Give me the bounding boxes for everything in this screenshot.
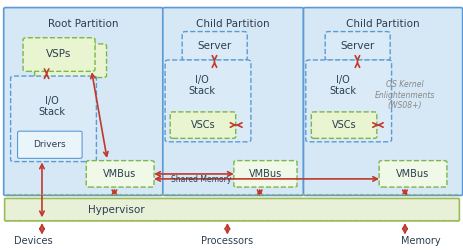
FancyBboxPatch shape [23, 38, 95, 71]
Text: Child Partition: Child Partition [345, 19, 419, 29]
FancyBboxPatch shape [305, 60, 391, 142]
Text: OS Kernel
Enlightenments
(WS08+): OS Kernel Enlightenments (WS08+) [374, 80, 434, 110]
Text: VSPs: VSPs [46, 49, 72, 59]
FancyBboxPatch shape [5, 198, 458, 221]
FancyBboxPatch shape [325, 32, 389, 60]
FancyBboxPatch shape [233, 160, 296, 187]
FancyBboxPatch shape [18, 131, 82, 158]
Text: Child Partition: Child Partition [196, 19, 269, 29]
FancyBboxPatch shape [378, 160, 446, 187]
FancyBboxPatch shape [86, 160, 154, 187]
FancyBboxPatch shape [165, 60, 250, 142]
FancyBboxPatch shape [4, 8, 163, 196]
FancyBboxPatch shape [170, 112, 235, 138]
Text: I/O
Stack: I/O Stack [188, 75, 215, 96]
Text: Hypervisor: Hypervisor [88, 205, 145, 215]
Text: VMBus: VMBus [103, 169, 136, 179]
FancyBboxPatch shape [163, 8, 303, 196]
Text: I/O
Stack: I/O Stack [328, 75, 356, 96]
Text: Server: Server [339, 41, 374, 51]
Text: Memory: Memory [400, 236, 440, 246]
Text: Root Partition: Root Partition [48, 19, 118, 29]
FancyBboxPatch shape [311, 112, 376, 138]
Text: Shared Memory: Shared Memory [171, 176, 231, 184]
FancyBboxPatch shape [303, 8, 462, 196]
Text: I/O
Stack: I/O Stack [38, 96, 65, 117]
FancyBboxPatch shape [35, 44, 106, 78]
FancyBboxPatch shape [182, 32, 247, 60]
Text: VMBus: VMBus [248, 169, 281, 179]
Text: Devices: Devices [14, 236, 53, 246]
Text: VSCs: VSCs [331, 120, 356, 130]
FancyBboxPatch shape [11, 76, 96, 162]
Text: VSCs: VSCs [190, 120, 215, 130]
Text: VMBus: VMBus [395, 169, 428, 179]
Text: Server: Server [197, 41, 231, 51]
Text: Drivers: Drivers [33, 140, 66, 149]
Text: Processors: Processors [201, 236, 253, 246]
